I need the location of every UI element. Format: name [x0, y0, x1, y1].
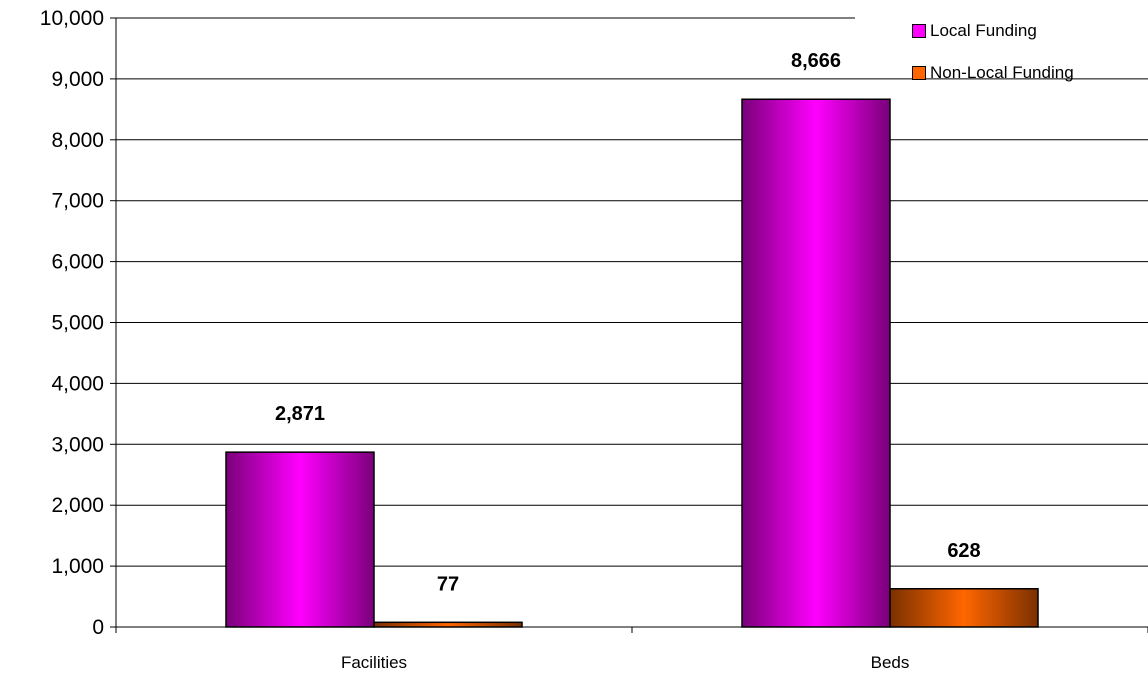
y-tick-label: 0 [92, 616, 104, 639]
x-category-label: Facilities [341, 653, 407, 672]
data-label-local-funding-facilities: 2,871 [275, 403, 325, 425]
data-label-local-funding-beds: 8,666 [791, 50, 841, 72]
y-tick-label: 8,000 [51, 129, 104, 152]
legend-item-local-funding: Local Funding [912, 18, 1142, 44]
y-tick-label: 3,000 [51, 433, 104, 456]
data-label-non-local-funding-beds: 628 [947, 540, 980, 562]
bar-local-funding-facilities [225, 451, 375, 628]
legend-label-non-local-funding: Non-Local Funding [930, 63, 1074, 82]
bars [225, 98, 1039, 628]
y-tick-label: 2,000 [51, 494, 104, 517]
y-tick-label: 1,000 [51, 555, 104, 578]
y-tick-label: 9,000 [51, 68, 104, 91]
y-tick-label: 7,000 [51, 190, 104, 213]
x-category-labels: Facilities Beds [341, 653, 909, 672]
x-category-label: Beds [871, 653, 910, 672]
bar-local-funding-beds [741, 98, 891, 628]
data-label-non-local-funding-facilities: 77 [437, 573, 459, 595]
legend-label-local-funding: Local Funding [930, 21, 1037, 40]
legend-item-non-local-funding: Non-Local Funding [912, 60, 1142, 86]
data-labels: 2,871 77 8,666 628 [275, 50, 981, 595]
y-tick-label: 5,000 [51, 312, 104, 335]
bar-non-local-funding-beds [889, 588, 1039, 628]
legend-swatch-non-local-funding [912, 66, 926, 80]
legend: Local Funding Non-Local Funding [912, 18, 1142, 102]
y-tick-label: 6,000 [51, 251, 104, 274]
y-tick-labels: 0 1,000 2,000 3,000 4,000 5,000 6,000 7,000 8,00… [40, 7, 104, 639]
bar-non-local-funding-facilities [373, 621, 523, 628]
y-tick-label: 4,000 [51, 372, 104, 395]
legend-swatch-local-funding [912, 24, 926, 38]
y-tick-label: 10,000 [40, 7, 104, 30]
